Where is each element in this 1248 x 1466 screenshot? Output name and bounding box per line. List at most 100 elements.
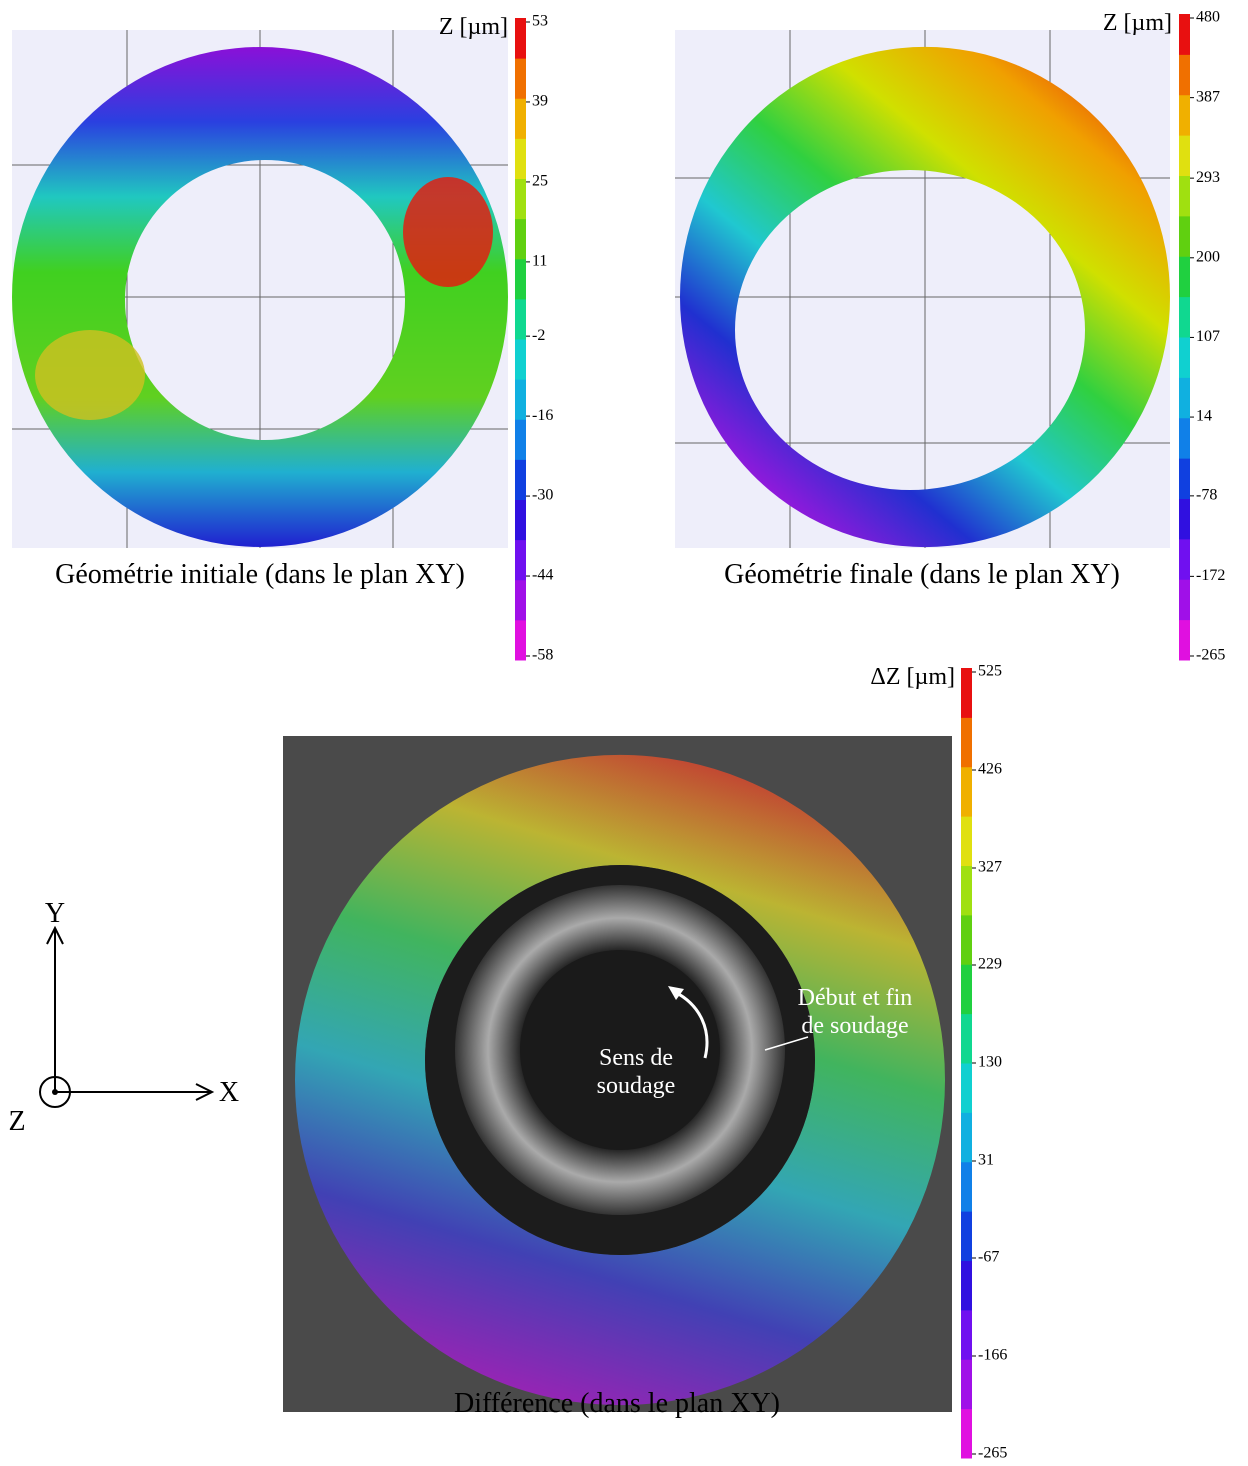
tick-label: 130: [978, 1054, 1002, 1071]
colorbar-band: [515, 419, 526, 460]
colorbar-band: [1179, 498, 1190, 540]
tick-label: 525: [978, 663, 1002, 680]
colorbar-band: [1179, 215, 1190, 257]
tick-label: 480: [1196, 9, 1220, 26]
colorbar-band: [1179, 135, 1190, 176]
colorbar-band: [515, 339, 526, 380]
colorbar-band: [961, 668, 972, 718]
colorbar-band: [961, 717, 972, 768]
colorbar-band: [515, 58, 526, 99]
colorbar-band: [961, 1408, 972, 1459]
colorbar-band: [1179, 175, 1190, 217]
axis-label: X: [219, 1077, 239, 1108]
colorbar-band: [961, 1063, 972, 1113]
colorbar-label: ΔZ [µm]: [870, 664, 955, 690]
tick-label: 293: [1196, 169, 1220, 186]
colorbar-band: [515, 379, 526, 420]
tick-label: 200: [1196, 248, 1220, 265]
caption: Géométrie finale (dans le plan XY): [724, 559, 1120, 590]
tick-label: -16: [532, 407, 553, 424]
axis-triad: [39, 925, 215, 1108]
colorbar-band: [515, 18, 526, 59]
colorbar-label: Z [µm]: [439, 14, 508, 40]
colorbar-band: [1179, 579, 1190, 621]
colorbar-band: [961, 766, 972, 817]
colorbar-band: [1179, 538, 1190, 580]
tick-label: -166: [978, 1347, 1007, 1364]
tick-label: 426: [978, 761, 1002, 778]
colorbar-band: [515, 98, 526, 139]
colorbar-band: [1179, 94, 1190, 136]
colorbar-band: [1179, 337, 1190, 378]
colorbar-band: [515, 579, 526, 621]
colorbar-band: [961, 1211, 972, 1261]
tick-label: -172: [1196, 567, 1225, 584]
axis-label: Z: [8, 1106, 25, 1137]
colorbar-band: [1179, 458, 1190, 499]
colorbar-band: [961, 1013, 972, 1064]
tick-label: -67: [978, 1249, 999, 1266]
colorbar-band: [961, 1112, 972, 1163]
colorbar-band: [961, 1309, 972, 1360]
colorbar-band: [961, 964, 972, 1015]
tick-label: -2: [532, 327, 545, 344]
axis-dot: [52, 1089, 58, 1095]
colorbar-band: [1179, 14, 1190, 55]
tick-label: 107: [1196, 328, 1220, 345]
colorbar-band: [1179, 296, 1190, 338]
colorbar-band: [961, 1260, 972, 1311]
leader-line: [764, 1036, 809, 1051]
colorbar-band: [1179, 417, 1190, 459]
colorbar-band: [1179, 256, 1190, 298]
colorbar-band: [961, 914, 972, 965]
caption: Différence (dans le plan XY): [454, 1388, 780, 1419]
tick-label: -265: [978, 1445, 1007, 1462]
tick-label: 14: [1196, 408, 1212, 425]
colorbar-band: [515, 539, 526, 581]
colorbar-band: [515, 298, 526, 340]
colorbar-band: [1179, 619, 1190, 661]
annotation: Sens de: [599, 1045, 673, 1071]
tick-label: -30: [532, 487, 553, 504]
tick-label: -58: [532, 647, 553, 664]
colorbar-band: [515, 138, 526, 179]
colorbar-band: [515, 258, 526, 300]
colorbar-band: [515, 218, 526, 260]
colorbar-label: Z [µm]: [1103, 10, 1172, 36]
tick-label: 11: [532, 253, 547, 270]
annotation: Début et fin: [798, 985, 913, 1011]
tick-label: 229: [978, 956, 1002, 973]
annotation: de soudage: [801, 1013, 908, 1039]
tick-label: 39: [532, 93, 548, 110]
warm-spot: [35, 330, 145, 420]
axis-label: Y: [45, 898, 65, 929]
surface-ring: [12, 47, 508, 547]
arrow-head: [668, 986, 684, 1000]
tick-label: 25: [532, 173, 548, 190]
tick-label: -78: [1196, 487, 1217, 504]
tick-label: -44: [532, 567, 553, 584]
tick-label: 387: [1196, 88, 1220, 105]
tick-label: -265: [1196, 647, 1225, 664]
colorbar-band: [515, 178, 526, 220]
colorbar-band: [961, 1161, 972, 1212]
colorbar-band: [1179, 54, 1190, 96]
tick-label: 31: [978, 1152, 994, 1169]
tick-label: 327: [978, 859, 1002, 876]
center-hole: [520, 950, 720, 1150]
colorbar-band: [961, 865, 972, 916]
direction-arrow: [674, 990, 709, 1059]
colorbar-band: [961, 816, 972, 866]
colorbar-band: [1179, 377, 1190, 419]
surface-ring: [679, 46, 1171, 548]
colorbar-band: [515, 459, 526, 500]
difference-ring: [294, 754, 945, 1406]
colorbar-band: [515, 619, 526, 661]
colorbar-band: [515, 499, 526, 541]
colorbar-band: [961, 1359, 972, 1410]
annotation: soudage: [597, 1073, 676, 1099]
hot-spot: [403, 177, 493, 287]
tick-label: 53: [532, 13, 548, 30]
caption: Géométrie initiale (dans le plan XY): [55, 559, 465, 590]
